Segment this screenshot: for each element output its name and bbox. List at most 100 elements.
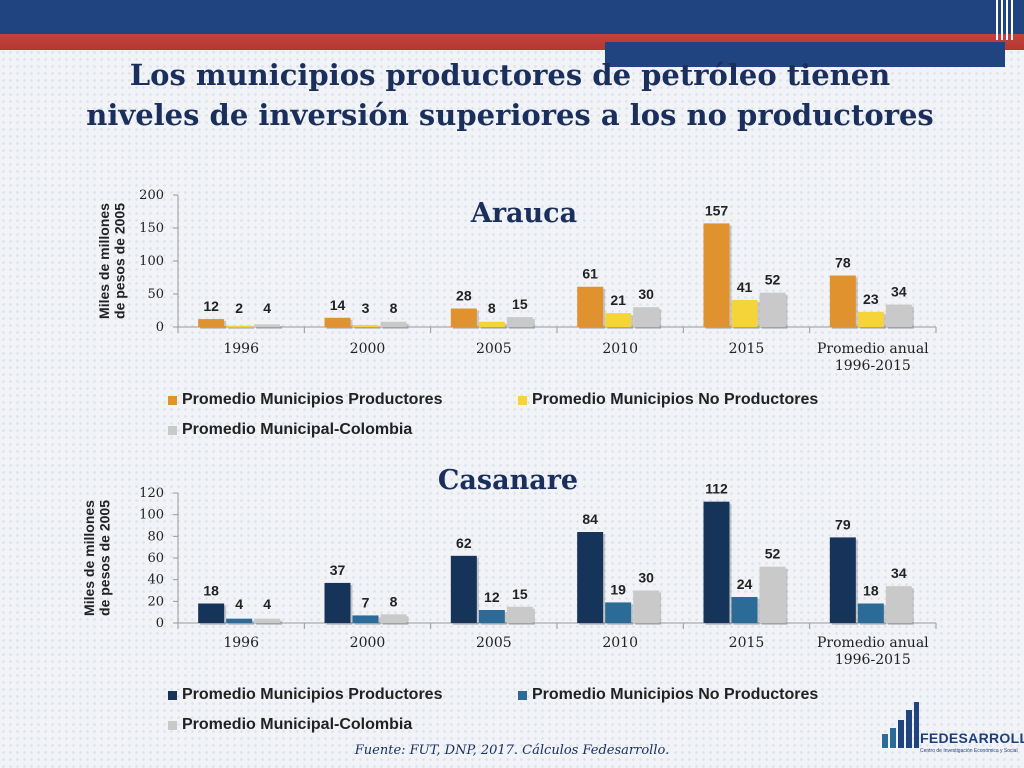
casanare-data-label: 34	[891, 565, 907, 581]
casanare-chart-svg: Casanare Miles de millonesde pesos de 200…	[81, 465, 937, 668]
casanare-x-tick-label: 2010	[602, 635, 638, 651]
casanare-y-tick-label: 80	[147, 529, 164, 544]
arauca-bar	[703, 223, 730, 327]
arauca-x-tick-label: Promedio anual 1996-2015	[817, 341, 929, 374]
casanare-bar	[198, 603, 225, 623]
casanare-x-tick-label: 2000	[350, 635, 386, 651]
arauca-legend-swatch	[168, 395, 177, 405]
casanare-legend-swatch	[168, 720, 177, 730]
arauca-legend-item: Promedio Municipios Productores	[168, 390, 442, 410]
arauca-data-label: 157	[705, 202, 729, 218]
casanare-legend-label: Promedio Municipal-Colombia	[182, 716, 413, 733]
arauca-bar	[254, 324, 281, 327]
arauca-bar	[198, 319, 225, 327]
arauca-bar	[450, 308, 477, 327]
casanare-bar	[829, 537, 856, 623]
arauca-chart-title: Arauca	[470, 198, 577, 229]
header-stripes	[994, 0, 1016, 40]
casanare-data-label: 84	[582, 511, 598, 527]
casanare-legend-swatch	[518, 690, 527, 700]
arauca-bar	[731, 299, 758, 327]
arauca-legend-swatch	[168, 425, 177, 435]
casanare-x-tick-label: Promedio anual 1996-2015	[817, 635, 929, 668]
arauca-data-label: 34	[891, 284, 907, 300]
arauca-y-tick-label: 200	[139, 188, 164, 203]
casanare-legend-item: Promedio Municipios No Productores	[518, 685, 818, 705]
casanare-data-label: 112	[705, 481, 728, 497]
arauca-data-label: 4	[263, 300, 271, 316]
casanare-y-tick-label: 40	[147, 573, 164, 588]
casanare-bar	[857, 603, 884, 623]
casanare-data-label: 15	[512, 586, 528, 602]
fedesarrollo-logo: FEDESARROLLO Centro de Investigación Eco…	[878, 700, 1024, 762]
arauca-bar	[829, 275, 856, 327]
arauca-data-label: 41	[737, 279, 753, 295]
arauca-bar	[857, 311, 884, 327]
arauca-x-tick-label: 1996	[223, 341, 259, 357]
arauca-y-tick-label: 150	[139, 221, 164, 236]
arauca-y-axis-label: Miles de millonesde pesos de 2005	[96, 203, 127, 319]
casanare-bar	[759, 566, 786, 623]
arauca-legend-label: Promedio Municipal-Colombia	[182, 421, 413, 438]
logo-subtitle: Centro de Investigación Económica y Soci…	[920, 748, 1018, 754]
arauca-y-tick-label: 0	[156, 320, 164, 335]
arauca-y-tick-label: 100	[139, 254, 164, 269]
arauca-bar	[633, 307, 660, 327]
arauca-data-label: 14	[330, 297, 346, 313]
arauca-bar-shadow	[354, 327, 381, 329]
arauca-data-label: 15	[512, 296, 528, 312]
casanare-data-label: 19	[610, 581, 626, 597]
arauca-bar	[352, 325, 379, 327]
casanare-x-tick-label: 1996	[223, 635, 259, 651]
casanare-legend-label: Promedio Municipios No Productores	[532, 686, 819, 703]
casanare-bar	[703, 501, 730, 623]
casanare-bar	[226, 618, 253, 623]
arauca-bar	[226, 325, 253, 327]
arauca-x-tick-label: 2005	[476, 341, 512, 357]
casanare-y-axis-label: Miles de millonesde pesos de 2005	[81, 500, 112, 616]
arauca-bar	[577, 286, 604, 327]
casanare-bar	[478, 610, 505, 623]
arauca-chart: Arauca Miles de millonesde pesos de 2005 0…	[0, 185, 1024, 455]
logo-bars-icon	[882, 702, 919, 748]
arauca-data-label: 61	[582, 266, 598, 282]
arauca-legend-label: Promedio Municipios Productores	[182, 391, 443, 408]
casanare-data-label: 7	[362, 594, 370, 610]
casanare-legend-label: Promedio Municipios Productores	[182, 686, 443, 703]
casanare-y-tick-label: 120	[139, 486, 164, 501]
source-note: Fuente: FUT, DNP, 2017. Cálculos Fedesar…	[354, 743, 670, 758]
arauca-data-label: 78	[835, 255, 851, 271]
arauca-data-label: 3	[362, 300, 370, 316]
casanare-y-tick-label: 20	[147, 594, 164, 609]
arauca-x-tick-label: 2000	[350, 341, 386, 357]
arauca-data-label: 52	[765, 272, 781, 288]
arauca-y-tick-label: 50	[147, 287, 164, 302]
casanare-legend-swatch	[168, 690, 177, 700]
casanare-data-label: 18	[863, 583, 879, 599]
arauca-x-tick-label: 2010	[602, 341, 638, 357]
casanare-data-label: 37	[330, 562, 346, 578]
header-band	[0, 0, 1024, 34]
casanare-data-label: 18	[203, 583, 219, 599]
slide-title: Los municipios productores de petróleo t…	[86, 58, 934, 132]
casanare-bar	[324, 582, 351, 623]
casanare-data-label: 8	[390, 593, 398, 609]
arauca-legend-swatch	[518, 395, 527, 405]
arauca-data-label: 8	[488, 300, 496, 316]
casanare-x-tick-label: 2015	[729, 635, 765, 651]
logo-name: FEDESARROLLO	[920, 730, 1024, 746]
casanare-legend-item: Promedio Municipal-Colombia	[168, 715, 412, 735]
casanare-bar	[605, 602, 632, 623]
casanare-data-label: 4	[263, 596, 271, 612]
casanare-x-tick-label: 2005	[476, 635, 512, 651]
arauca-chart-svg: Arauca Miles de millonesde pesos de 2005 0…	[96, 188, 937, 374]
arauca-bar	[380, 321, 407, 327]
casanare-data-label: 4	[235, 596, 243, 612]
arauca-bar-shadow	[256, 326, 283, 329]
casanare-data-label: 12	[484, 589, 500, 605]
casanare-bar	[885, 586, 912, 623]
casanare-bar	[731, 597, 758, 623]
arauca-data-label: 2	[235, 300, 243, 316]
arauca-data-label: 30	[638, 286, 654, 302]
casanare-legend-item: Promedio Municipios Productores	[168, 685, 442, 705]
